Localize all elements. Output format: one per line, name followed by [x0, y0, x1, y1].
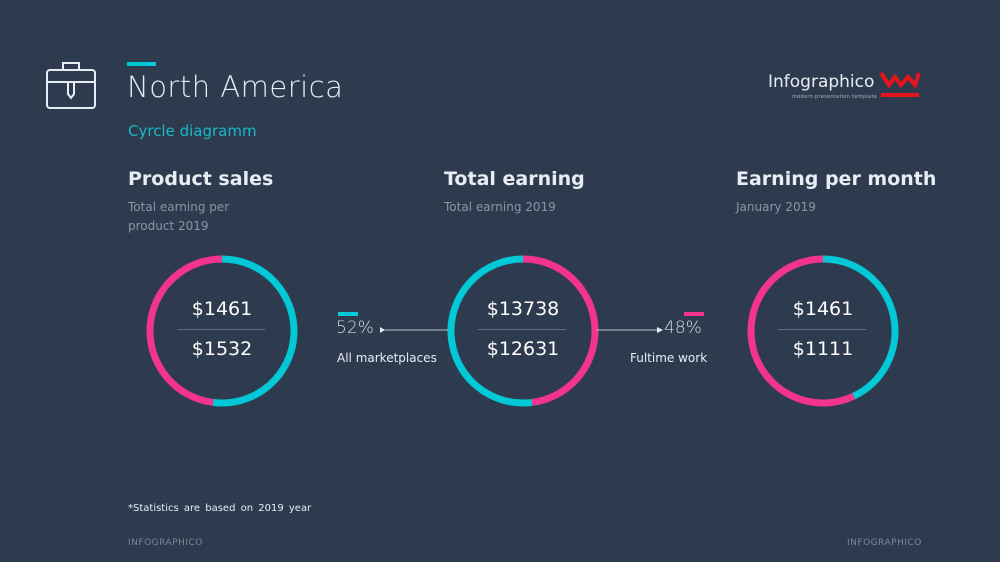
- marketplaces-percent: 52%: [336, 318, 374, 338]
- total-earning-subtitle: Total earning 2019: [444, 200, 556, 214]
- earning-per-month-top-value: $1461: [792, 298, 854, 320]
- ring-segment-pink: [747, 255, 856, 407]
- statistics-footnote: *Statistics are based on 2019 year: [128, 503, 312, 514]
- page-title: North America: [127, 70, 344, 104]
- product-sales-subtitle: Total earning per product 2019: [128, 200, 230, 233]
- fultime-label: Fultime work: [630, 351, 708, 365]
- briefcase-icon: [46, 62, 96, 109]
- page-subtitle: Cyrcle diagramm: [128, 122, 257, 140]
- ring-segment-pink: [146, 255, 223, 406]
- earning-per-month-subtitle: January 2019: [736, 200, 816, 214]
- marketplaces-connector-arrow: [380, 327, 448, 333]
- earning-per-month-bottom-value: $1111: [792, 338, 854, 360]
- total-earning-title: Total earning: [444, 168, 585, 190]
- fultime-connector-arrow: [596, 327, 663, 333]
- ring-segment-cyan: [822, 255, 899, 400]
- fultime-accent-dash: [684, 312, 704, 316]
- marketplaces-label: All marketplaces: [337, 351, 437, 365]
- ring-segment-cyan: [447, 255, 533, 407]
- total-earning-divider: [478, 329, 566, 330]
- logo-name: Infographico: [768, 72, 875, 92]
- fultime-percent: 48%: [664, 318, 702, 338]
- marketplaces-accent-dash: [338, 312, 358, 316]
- total-earning-top-value: $13738: [486, 298, 560, 320]
- earning-per-month-divider: [778, 329, 866, 330]
- product-sales-ring: [146, 255, 298, 407]
- logo-mark-icon: [879, 71, 921, 97]
- product-sales-divider: [177, 329, 265, 330]
- ring-segment-cyan: [212, 255, 298, 407]
- product-sales-top-value: $1461: [191, 298, 253, 320]
- earning-per-month-title: Earning per month: [736, 168, 937, 190]
- earning-per-month-ring: [747, 255, 899, 407]
- logo-tagline: modern presentation template: [792, 94, 878, 100]
- footer-brand-right: INFOGRAPHICO: [847, 538, 922, 548]
- total-earning-bottom-value: $12631: [486, 338, 560, 360]
- product-sales-bottom-value: $1532: [191, 338, 253, 360]
- ring-segment-pink: [522, 255, 599, 406]
- footer-brand-left: INFOGRAPHICO: [128, 538, 203, 548]
- product-sales-title: Product sales: [128, 168, 274, 190]
- total-earning-ring: [447, 255, 599, 407]
- title-accent-bar: [127, 62, 156, 66]
